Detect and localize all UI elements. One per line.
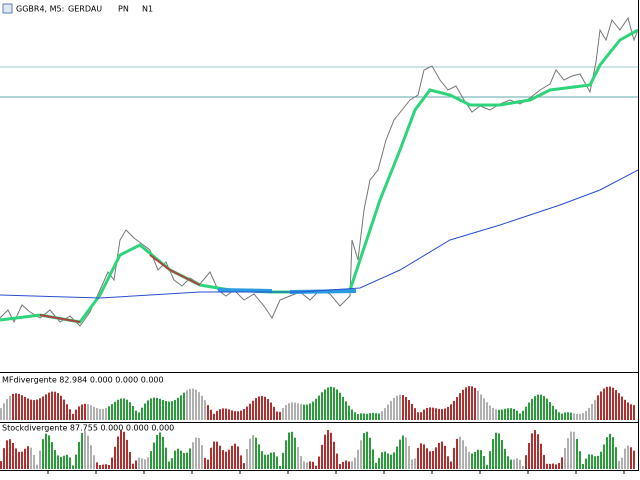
histograms [0, 386, 635, 469]
time-ticks [47, 470, 625, 474]
segment: N1 [142, 5, 153, 14]
fast-ma [0, 28, 639, 324]
price-candles [0, 16, 639, 327]
symbol: GGBR4, M5: [16, 5, 64, 14]
chart-icon [2, 3, 13, 14]
slow-ma [0, 169, 639, 299]
flat-segment [217, 288, 273, 293]
indicator-label: Stockdivergente 87.755 0.000 0.000 0.000 [2, 424, 174, 433]
fast-ma-down [39, 314, 81, 323]
indicator-label: MFdivergente 82.984 0.000 0.000 0.000 [2, 376, 164, 385]
fast-ma-down [149, 254, 201, 286]
share-class: PN [118, 5, 129, 14]
company: GERDAU [68, 5, 102, 14]
